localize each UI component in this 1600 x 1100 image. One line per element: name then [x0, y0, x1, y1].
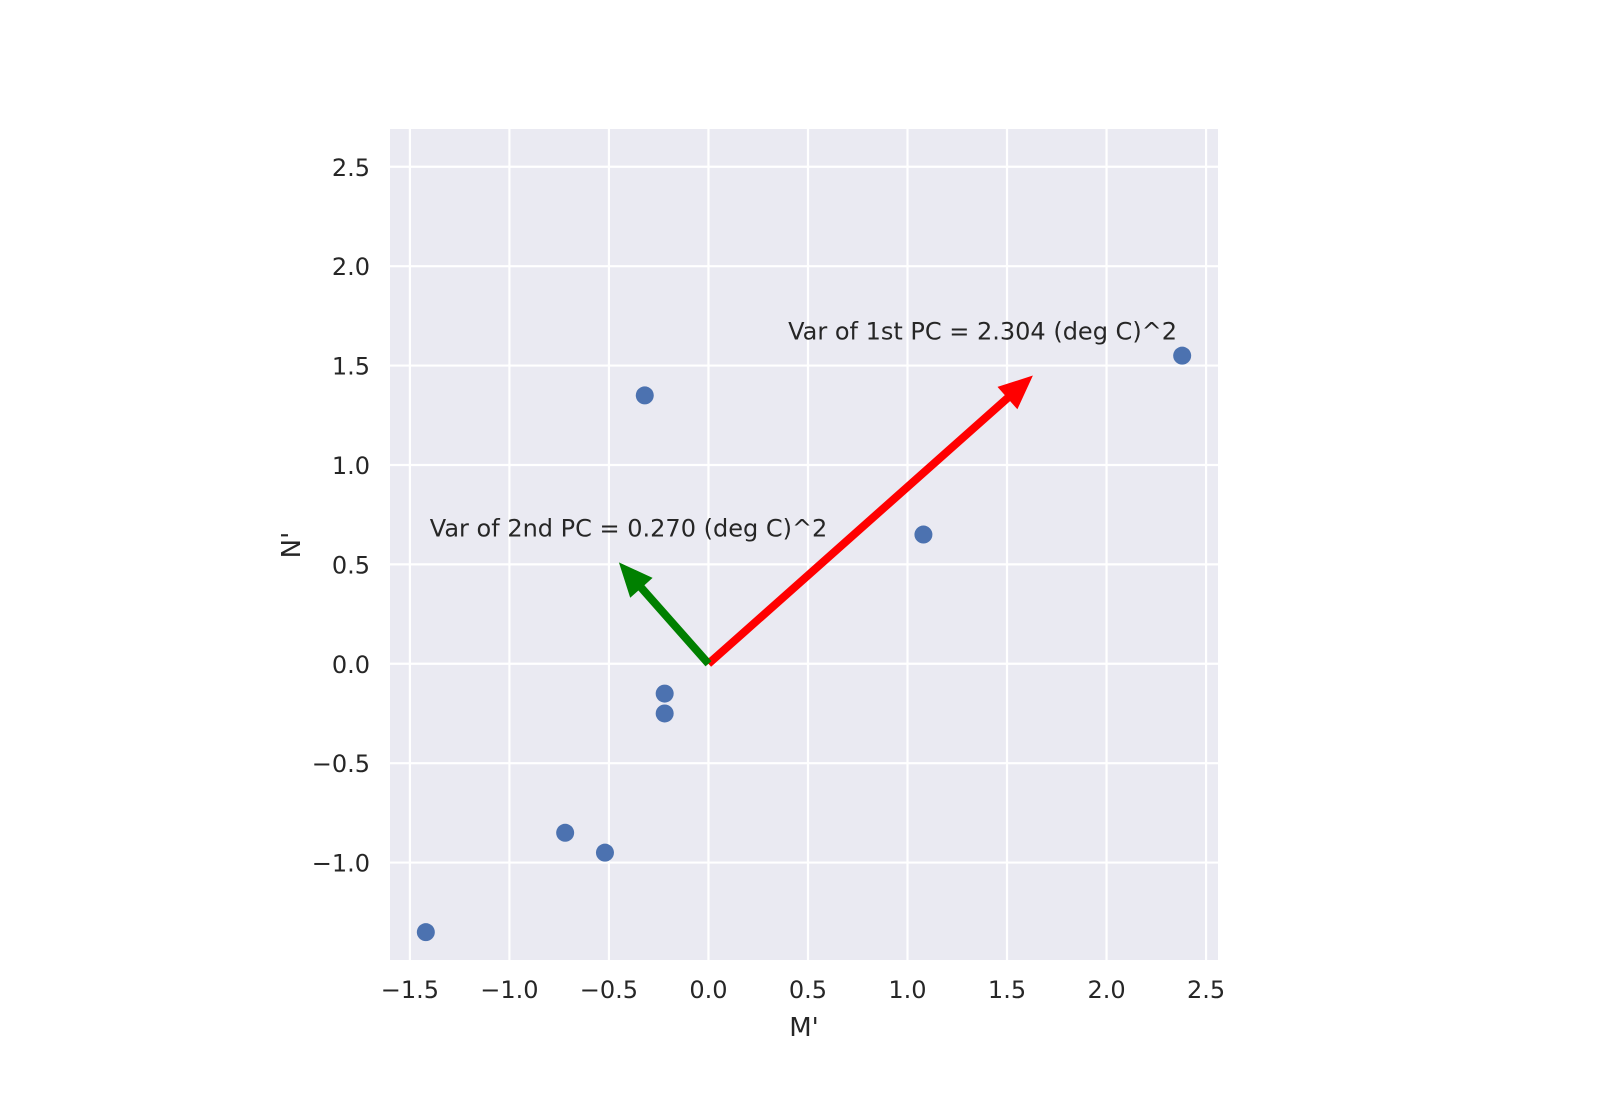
pc1-annotation: Var of 1st PC = 2.304 (deg C)^2 [788, 318, 1177, 346]
data-point [556, 823, 575, 842]
pc-annotations: Var of 1st PC = 2.304 (deg C)^2 Var of 2n… [430, 318, 1177, 543]
x-tick-label: −1.0 [480, 976, 538, 1004]
y-tick-labels: −1.0 −0.5 0.0 0.5 1.0 1.5 2.0 2.5 [312, 154, 370, 878]
y-tick-label: 0.0 [332, 651, 370, 679]
data-point [635, 386, 654, 405]
pc1-arrow [705, 375, 1033, 667]
data-point [416, 923, 435, 942]
y-tick-label: 0.5 [332, 551, 370, 579]
y-tick-label: −0.5 [312, 750, 370, 778]
y-tick-label: 2.5 [332, 154, 370, 182]
grid-lines [390, 129, 1218, 960]
data-point [595, 843, 614, 862]
plot-background [390, 129, 1218, 960]
x-tick-label: 0.0 [689, 976, 727, 1004]
x-tick-label: 2.0 [1087, 976, 1125, 1004]
pc2-arrow [618, 562, 712, 667]
x-tick-label: 2.5 [1187, 976, 1225, 1004]
data-point [655, 684, 674, 703]
pc2-annotation: Var of 2nd PC = 0.270 (deg C)^2 [430, 515, 828, 543]
x-tick-labels: −1.5 −1.0 −0.5 0.0 0.5 1.0 1.5 2.0 2.5 [381, 976, 1225, 1004]
x-tick-label: 1.0 [888, 976, 926, 1004]
y-tick-label: −1.0 [312, 850, 370, 878]
y-axis-label: N' [277, 532, 307, 559]
pc-arrows [618, 375, 1033, 667]
x-tick-label: 1.5 [988, 976, 1026, 1004]
x-tick-label: −0.5 [580, 976, 638, 1004]
y-tick-label: 1.5 [332, 353, 370, 381]
data-points [416, 346, 1192, 942]
data-point [914, 525, 933, 544]
y-tick-label: 1.0 [332, 452, 370, 480]
y-tick-label: 2.0 [332, 253, 370, 281]
data-point [655, 704, 674, 723]
data-point [1173, 346, 1192, 365]
x-tick-label: −1.5 [381, 976, 439, 1004]
x-tick-label: 0.5 [789, 976, 827, 1004]
x-axis-label: M' [789, 1013, 819, 1043]
